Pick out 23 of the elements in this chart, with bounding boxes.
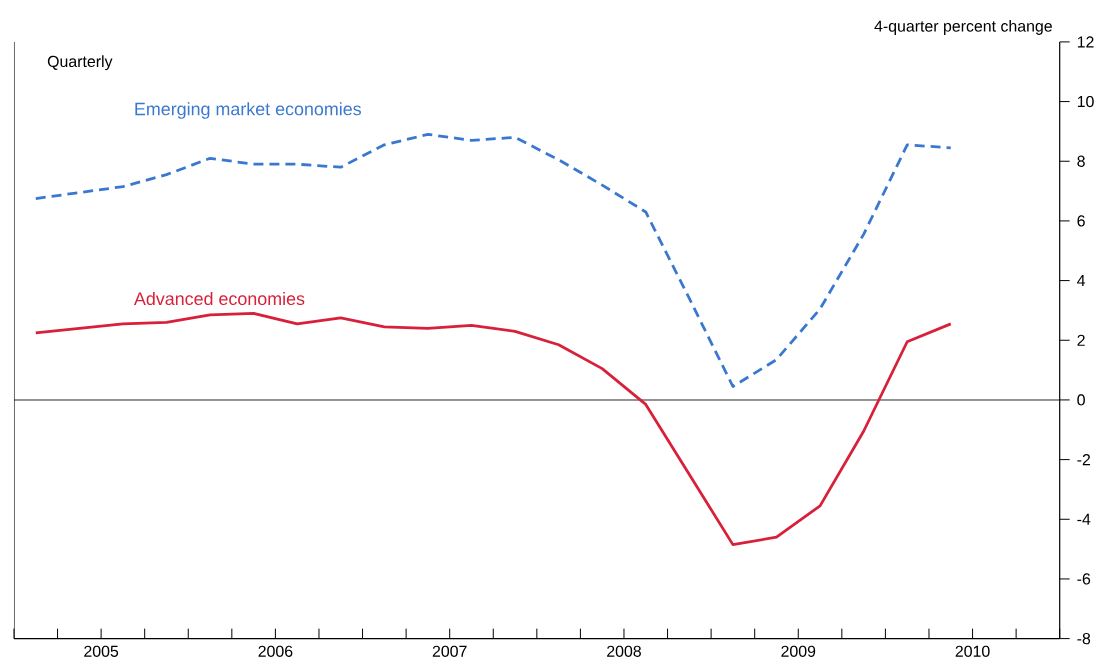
y-tick-label: 12 [1077, 36, 1094, 48]
y-axis-title: 4-quarter percent change [874, 20, 1052, 36]
x-tick-label: 2009 [781, 645, 816, 658]
x-tick-label: 2007 [432, 645, 467, 658]
y-tick-label: 2 [1077, 334, 1085, 347]
y-tick-label: -6 [1077, 573, 1091, 585]
x-tick-label: 2005 [84, 645, 119, 658]
y-tick-label: 4 [1077, 275, 1086, 287]
y-tick-label: -8 [1077, 633, 1091, 645]
line-series [34, 312, 953, 547]
y-tick-label: 0 [1077, 394, 1085, 406]
x-tick-label: 2008 [607, 645, 641, 658]
y-tick-label: 8 [1077, 155, 1085, 168]
y-tick-label: 6 [1077, 215, 1085, 227]
x-tick-label: 2006 [258, 645, 293, 658]
y-tick-label: 10 [1077, 96, 1094, 108]
x-tick-label: 2010 [955, 645, 990, 658]
line-series [34, 133, 953, 389]
series-label: Emerging market economies [135, 102, 361, 120]
series-label: Advanced economies [133, 292, 305, 306]
annotation: Quarterly [47, 55, 113, 71]
y-tick-label: -2 [1077, 454, 1091, 466]
y-tick-label: -4 [1077, 514, 1091, 525]
